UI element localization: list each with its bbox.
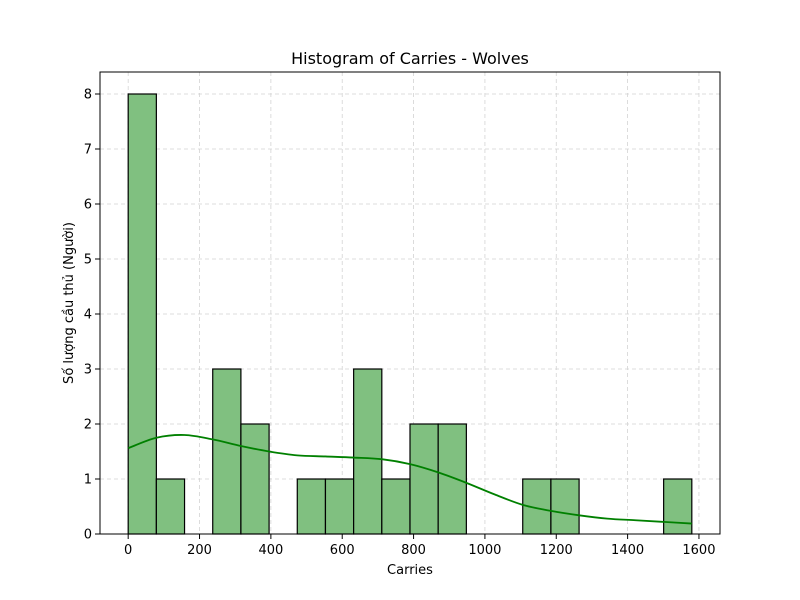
y-axis-ticks: 0 1 2 3 4 5 6 7 8 [84,88,100,543]
x-tick-label: 400 [258,543,283,558]
histogram-bar [212,368,242,535]
histogram-bar [437,423,467,535]
x-tick-label: 1000 [468,543,501,558]
histogram-bar [155,478,186,535]
histogram-bar [353,368,383,535]
y-tick-label: 6 [84,198,92,213]
histogram-bar [240,423,270,535]
x-axis-label: Carries [387,563,433,578]
x-axis-ticks: 0 200 400 600 800 1000 1200 1400 1600 [124,534,715,558]
kde-curve [127,434,692,525]
y-tick-label: 7 [84,143,92,158]
y-tick-label: 5 [84,253,92,268]
histogram-bar [324,478,355,535]
histogram-bar [296,478,327,535]
y-axis-label: Số lượng cầu thủ (Người) [62,222,77,384]
x-tick-label: 600 [330,543,355,558]
x-tick-label: 800 [401,543,426,558]
x-tick-label: 1400 [611,543,644,558]
histogram-bar [550,478,580,535]
y-tick-label: 4 [84,308,92,323]
x-tick-label: 0 [124,543,132,558]
histogram-bar [663,478,693,535]
y-tick-label: 2 [84,418,92,433]
histogram-bar [409,423,439,535]
histogram-bar [381,478,411,535]
x-tick-label: 1600 [682,543,715,558]
chart-title: Histogram of Carries - Wolves [291,49,529,68]
y-tick-label: 0 [84,528,92,543]
y-tick-label: 3 [84,363,92,378]
x-tick-label: 1200 [540,543,573,558]
plot-frame [99,71,721,535]
histogram-bars [127,93,693,535]
y-tick-label: 1 [84,473,92,488]
x-tick-label: 200 [187,543,212,558]
y-tick-label: 8 [84,88,92,103]
histogram-bar [127,93,157,535]
